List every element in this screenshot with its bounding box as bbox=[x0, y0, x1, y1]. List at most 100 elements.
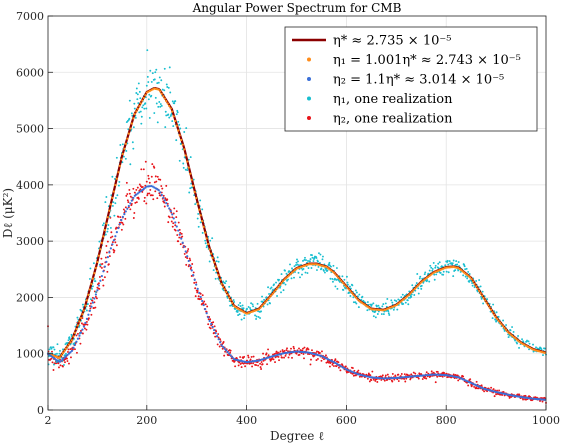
scatter-point bbox=[439, 271, 442, 274]
scatter-point bbox=[165, 83, 168, 86]
marker-point bbox=[513, 337, 517, 340]
marker-point bbox=[543, 398, 547, 401]
scatter-point bbox=[181, 235, 184, 238]
scatter-point bbox=[447, 271, 450, 274]
marker-point bbox=[183, 148, 186, 151]
scatter-point bbox=[354, 301, 357, 304]
scatter-point bbox=[328, 365, 331, 368]
scatter-point bbox=[197, 295, 200, 298]
scatter-point bbox=[122, 223, 125, 226]
scatter-point bbox=[416, 273, 419, 275]
scatter-point bbox=[403, 377, 406, 380]
scatter-point bbox=[215, 330, 218, 333]
scatter-point bbox=[201, 208, 204, 211]
scatter-point bbox=[426, 279, 429, 282]
marker-point bbox=[112, 190, 115, 193]
scatter-point bbox=[143, 196, 146, 199]
scatter-point bbox=[254, 307, 257, 309]
scatter-point bbox=[303, 258, 306, 261]
scatter-point bbox=[371, 370, 374, 373]
scatter-point bbox=[442, 273, 445, 276]
scatter-point bbox=[94, 280, 97, 283]
scatter-point bbox=[293, 265, 296, 268]
scatter-point bbox=[190, 266, 193, 269]
scatter-point bbox=[188, 257, 191, 260]
marker-point bbox=[217, 274, 220, 277]
scatter-point bbox=[106, 230, 109, 233]
scatter-point bbox=[311, 256, 314, 259]
marker-point bbox=[81, 313, 84, 316]
marker-point bbox=[93, 297, 96, 300]
marker-point bbox=[487, 303, 490, 307]
marker-point bbox=[335, 274, 339, 278]
scatter-point bbox=[285, 349, 288, 352]
marker-point bbox=[99, 279, 102, 282]
scatter-point bbox=[145, 107, 148, 110]
scatter-point bbox=[209, 318, 212, 321]
scatter-point bbox=[243, 317, 246, 320]
scatter-point bbox=[101, 262, 104, 265]
legend: η* ≈ 2.735 × 10⁻⁵ η₁ = 1.001η* ≈ 2.743 × … bbox=[284, 26, 538, 132]
scatter-point bbox=[214, 277, 217, 280]
scatter-point bbox=[122, 208, 125, 211]
scatter-point bbox=[194, 295, 197, 298]
scatter-point bbox=[331, 278, 334, 280]
x-tick-label: 800 bbox=[436, 414, 457, 427]
marker-point bbox=[72, 335, 75, 338]
scatter-point bbox=[134, 201, 137, 204]
marker-point bbox=[412, 289, 415, 292]
scatter-point bbox=[265, 352, 268, 355]
marker-point bbox=[491, 311, 494, 314]
marker-point bbox=[214, 332, 217, 335]
marker-point bbox=[421, 280, 424, 283]
marker-point bbox=[425, 276, 428, 280]
scatter-point bbox=[535, 346, 537, 349]
y-tick-label: 5000 bbox=[16, 123, 44, 136]
scatter-point bbox=[50, 346, 52, 349]
marker-point bbox=[346, 286, 349, 289]
scatter-point bbox=[491, 317, 494, 320]
scatter-point bbox=[104, 256, 107, 259]
marker-point bbox=[163, 199, 166, 202]
marker-point bbox=[72, 346, 75, 349]
scatter-point bbox=[153, 112, 156, 114]
scatter-point bbox=[302, 268, 305, 270]
marker-point bbox=[328, 268, 331, 271]
scatter-point bbox=[306, 272, 309, 275]
scatter-point bbox=[117, 215, 120, 218]
scatter-point bbox=[106, 240, 109, 243]
scatter-point bbox=[111, 204, 114, 207]
marker-point bbox=[81, 328, 84, 331]
scatter-point bbox=[297, 271, 300, 274]
marker-point bbox=[231, 301, 234, 304]
scatter-point bbox=[163, 89, 166, 92]
scatter-point bbox=[380, 378, 383, 381]
scatter-point bbox=[134, 116, 137, 119]
legend-marker-swatch bbox=[307, 77, 311, 81]
scatter-point bbox=[156, 82, 159, 85]
scatter-point bbox=[418, 277, 421, 280]
x-tick-label: 2 bbox=[45, 414, 52, 427]
scatter-point bbox=[517, 335, 520, 337]
scatter-point bbox=[252, 355, 255, 358]
scatter-point bbox=[137, 102, 140, 105]
marker-point bbox=[111, 243, 114, 246]
scatter-point bbox=[518, 394, 521, 397]
marker-point bbox=[403, 297, 406, 300]
scatter-point bbox=[452, 259, 455, 262]
scatter-point bbox=[171, 216, 174, 219]
marker-point bbox=[76, 324, 80, 327]
scatter-point bbox=[493, 395, 496, 398]
scatter-point bbox=[86, 323, 89, 326]
scatter-point bbox=[468, 273, 471, 275]
marker-point bbox=[229, 354, 232, 357]
scatter-point bbox=[130, 112, 133, 115]
scatter-point bbox=[167, 113, 170, 116]
scatter-point bbox=[196, 291, 199, 294]
marker-point bbox=[121, 152, 124, 155]
marker-point bbox=[133, 194, 136, 197]
scatter-point bbox=[237, 304, 240, 306]
marker-point bbox=[401, 298, 404, 302]
scatter-point bbox=[125, 181, 128, 184]
scatter-point bbox=[188, 191, 191, 194]
